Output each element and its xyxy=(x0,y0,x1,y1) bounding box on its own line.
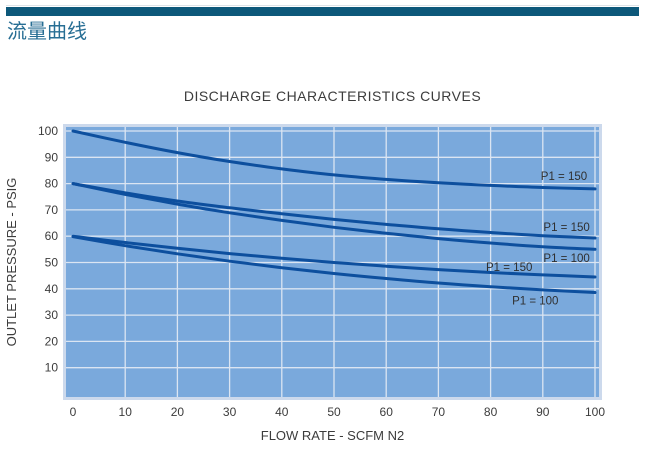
top-accent-bar xyxy=(6,7,639,16)
curve-series-3 xyxy=(71,234,597,279)
x-tick-label: 20 xyxy=(171,405,185,419)
chart-svg: P1 = 150 P1 = 150 P1 = 100 P1 = 150 P1 = 100… xyxy=(4,124,605,443)
y-tick-label: 70 xyxy=(45,203,59,217)
x-tick-label: 40 xyxy=(275,405,289,419)
x-axis-title: FLOW RATE - SCFM N2 xyxy=(261,428,404,443)
series-label-1: P1 = 150 xyxy=(543,222,589,234)
curve-series-2 xyxy=(71,182,597,251)
y-tick-label: 60 xyxy=(45,229,59,243)
y-axis-title: OUTLET PRESSURE - PSIG xyxy=(4,178,19,347)
chart-title: DISCHARGE CHARACTERISTICS CURVES xyxy=(183,88,482,104)
curve-series-1 xyxy=(71,182,597,240)
top-hairline xyxy=(6,5,639,6)
x-tick-label: 70 xyxy=(432,405,446,419)
curve-series-0 xyxy=(71,129,597,191)
x-tick-label: 50 xyxy=(327,405,341,419)
x-tick-label: 90 xyxy=(536,405,550,419)
x-tick-label: 100 xyxy=(585,405,605,419)
series-label-0: P1 = 150 xyxy=(541,171,587,183)
y-tick-label: 80 xyxy=(45,177,59,191)
x-tick-label: 60 xyxy=(380,405,394,419)
page-heading: 流量曲线 xyxy=(7,21,87,43)
x-tick-label: 10 xyxy=(119,405,133,419)
y-tick-label: 30 xyxy=(45,308,59,322)
y-tick-label: 20 xyxy=(45,334,59,348)
y-tick-label: 10 xyxy=(45,361,59,375)
y-tick-label: 90 xyxy=(45,150,59,164)
series-label-3: P1 = 150 xyxy=(486,262,532,274)
y-tick-label: 50 xyxy=(45,256,59,270)
series-label-2: P1 = 100 xyxy=(543,253,589,265)
y-tick-label: 40 xyxy=(45,282,59,296)
series-label-4: P1 = 100 xyxy=(512,296,558,308)
x-tick-label: 80 xyxy=(484,405,498,419)
x-tick-label: 30 xyxy=(223,405,237,419)
curve-series-4 xyxy=(71,235,597,294)
x-tick-label: 0 xyxy=(70,405,77,419)
y-tick-label: 100 xyxy=(38,124,58,138)
